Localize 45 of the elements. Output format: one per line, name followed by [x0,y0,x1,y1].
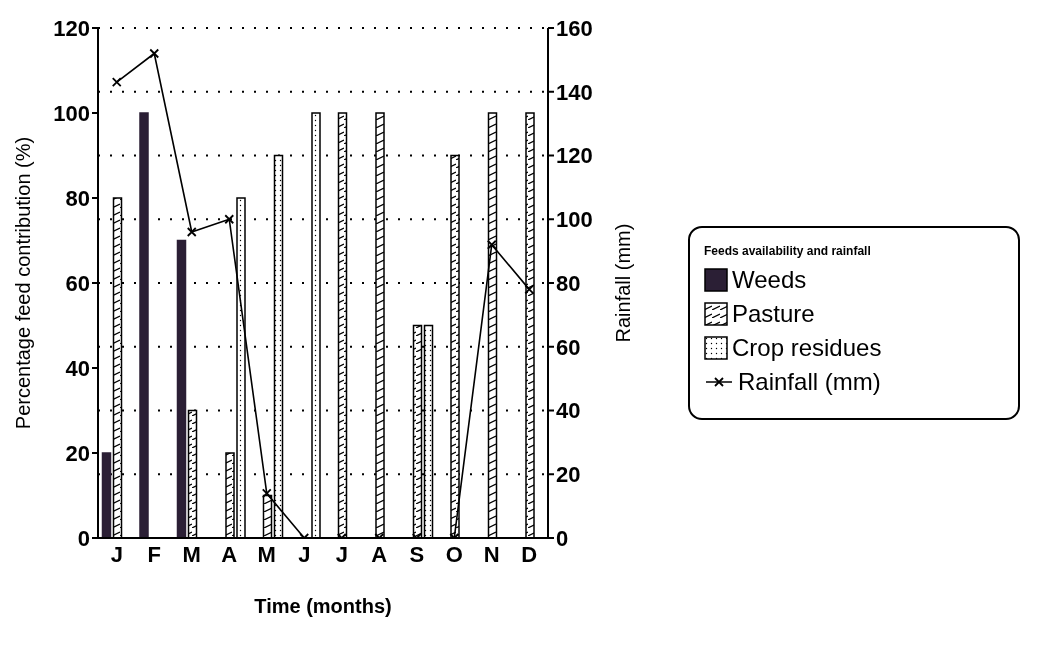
legend-label: Weeds [732,266,807,294]
x-tick-label: D [521,541,538,567]
x-tick-label: N [483,541,500,567]
y2-tick-label: 140 [556,79,593,105]
x-axis-title: Time (months) [254,595,392,617]
y-tick-label: 120 [53,15,90,41]
y2-tick-label: 160 [556,15,593,41]
x-tick-label: O [445,541,463,567]
x-tick-label: J [335,541,348,567]
y2-tick-label: 100 [556,207,593,233]
x-tick-label: J [298,541,311,567]
y2-tick-label: 120 [556,143,593,169]
y-tick-label: 20 [65,440,90,466]
y-tick-label: 40 [65,355,90,381]
point [524,284,535,295]
x-tick-label: S [409,541,425,567]
x-tick-label: J [110,541,123,567]
legend-label: Crop residues [732,334,882,362]
y2-tick-label: 0 [556,525,569,551]
point [186,227,197,237]
point [149,48,160,59]
bar [101,452,112,538]
y-tick-label: 0 [77,525,90,551]
y-tick-label: 80 [65,185,90,211]
legend-label: Pasture [732,300,815,328]
y2-axis-title: Rainfall (mm) [612,223,635,343]
bar [176,239,187,538]
y2-tick-label: 20 [556,462,581,488]
x-tick-label: A [371,541,388,567]
point [111,77,122,88]
y2-tick-label: 80 [556,270,581,296]
legend-label: Rainfall (mm) [738,368,881,396]
y-tick-label: 60 [65,270,90,296]
x-tick-label: M [182,541,201,567]
x-tick-label: F [147,541,161,567]
x-tick-label: A [221,541,238,567]
y-axis-title: Percentage feed contribution (%) [12,136,35,430]
x-tick-label: M [257,541,276,567]
legend-title: Feeds availability and rainfall [704,244,872,258]
y-tick-label: 100 [53,100,90,126]
point [224,214,235,225]
y2-tick-label: 60 [556,334,581,360]
y2-tick-label: 40 [556,398,581,424]
bar [139,112,149,538]
point [486,239,497,250]
